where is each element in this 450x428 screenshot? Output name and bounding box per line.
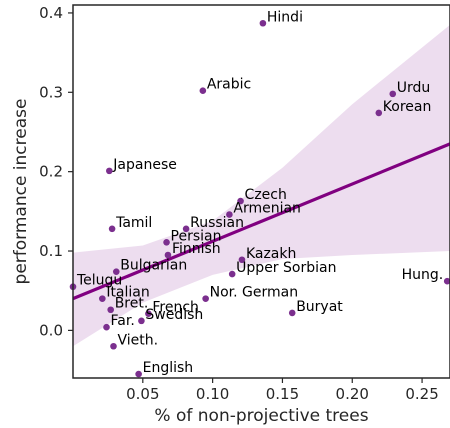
point-label-russian: Russian	[190, 215, 244, 231]
data-point-french	[145, 310, 152, 318]
point-label-french: French	[152, 300, 199, 316]
axes-layer: 0.05 0.10 0.15 0.20 0.25 0.0 0.1 0.2 0.3 0.4	[39, 4, 439, 403]
data-point-hindi	[259, 19, 267, 27]
point-label-telugu: Telugu	[76, 273, 122, 289]
data-point-arabic	[199, 87, 207, 95]
y-axis-label: performance increase	[11, 99, 31, 285]
data-point-english	[135, 370, 142, 378]
point-label-bret: Bret.	[115, 296, 149, 312]
y-tick-label: 0.4	[39, 4, 63, 22]
data-point-urdu	[389, 90, 397, 98]
data-point-persian	[163, 238, 170, 246]
point-label-czech: Czech	[245, 187, 287, 203]
x-tick-label: 0.05	[126, 385, 159, 403]
point-label-persian: Persian	[171, 228, 222, 244]
data-point-buryat	[288, 309, 296, 317]
point-label-japanese: Japanese	[112, 157, 177, 173]
point-label-kazakh: Kazakh	[246, 246, 296, 262]
data-point-nor-german	[202, 295, 209, 302]
data-point-finnish	[164, 251, 172, 259]
point-label-korean: Korean	[383, 99, 432, 115]
data-point-bulgarian	[112, 268, 120, 275]
point-label-hindi: Hindi	[267, 9, 303, 25]
data-point-bret	[107, 306, 114, 314]
plot-frame	[72, 4, 450, 379]
data-point-korean	[375, 109, 383, 117]
point-label-hung: Hung.	[402, 267, 444, 283]
data-point-tamil	[108, 225, 116, 233]
point-label-english: English	[143, 360, 194, 376]
data-point-russian	[182, 225, 190, 233]
point-label-finnish: Finnish	[172, 241, 221, 257]
confidence-band	[73, 24, 450, 347]
data-point-far	[103, 323, 110, 331]
y-tick-label: 0.2	[39, 163, 63, 181]
point-labels-layer: Hindi Arabic Urdu Korean Japanese CzechArmeni…	[76, 9, 443, 376]
data-point-armenian	[226, 211, 233, 218]
point-label-buryat: Buryat	[296, 299, 343, 315]
x-tick-label: 0.25	[405, 385, 438, 403]
x-axis-label: % of non-projective trees	[154, 406, 368, 426]
y-tick-label: 0.3	[39, 83, 63, 101]
regression-line	[73, 142, 450, 301]
point-label-arabic: Arabic	[207, 77, 251, 93]
point-label-armenian: Armenian	[233, 201, 301, 217]
point-label-vieth: Vieth.	[117, 332, 158, 348]
y-tick-label: 0.0	[39, 321, 63, 339]
data-point-japanese	[106, 167, 113, 175]
point-label-swedish: Swedish	[145, 307, 203, 323]
data-point-italian	[99, 295, 106, 302]
data-point-vieth	[110, 342, 117, 350]
point-label-italian: Italian	[106, 285, 149, 301]
x-tick-label: 0.10	[196, 385, 229, 403]
point-label-far: Far.	[111, 313, 135, 329]
confidence-band-layer	[73, 24, 450, 347]
y-tick-label: 0.1	[39, 242, 63, 260]
data-point-czech	[237, 197, 244, 205]
data-point-hung	[443, 277, 450, 285]
point-label-urdu: Urdu	[397, 80, 431, 96]
data-point-swedish	[138, 317, 145, 325]
point-label-tamil: Tamil	[115, 215, 152, 231]
point-label-bulgarian: Bulgarian	[120, 258, 187, 274]
data-point-kazakh	[238, 256, 246, 264]
point-label-nor-german: Nor. German	[210, 285, 298, 301]
x-tick-label: 0.20	[336, 385, 369, 403]
data-point-upper-sorbian	[228, 270, 236, 278]
points-layer	[69, 19, 450, 378]
regression-line-layer	[73, 142, 450, 301]
point-label-upper-sorbian: Upper Sorbian	[236, 260, 336, 276]
x-tick-label: 0.15	[266, 385, 299, 403]
